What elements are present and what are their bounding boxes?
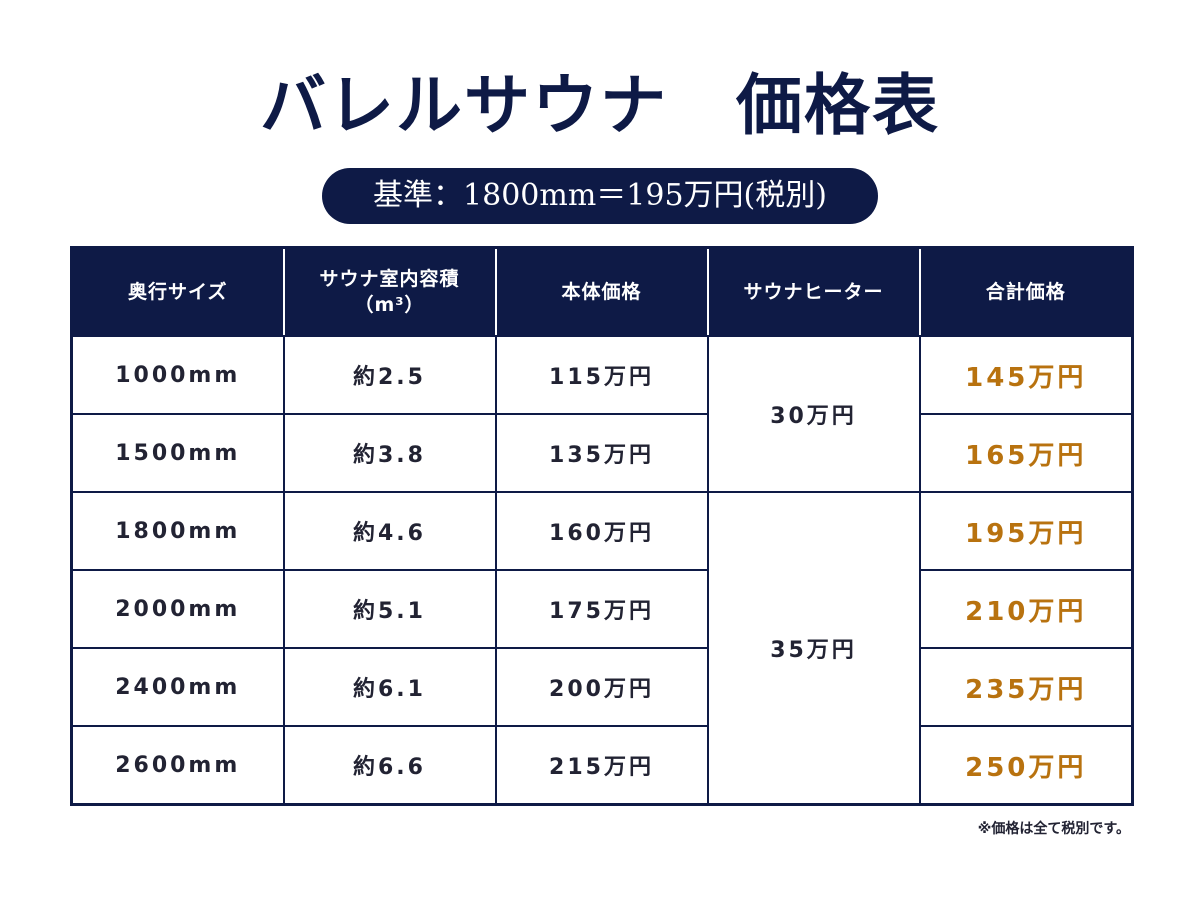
body-price-cell: 215万円 bbox=[494, 725, 709, 806]
header-depth: 奥行サイズ bbox=[70, 246, 285, 337]
body-price-cell: 200万円 bbox=[494, 647, 709, 727]
body-price-cell: 160万円 bbox=[494, 491, 709, 571]
tax-note: ※価格は全て税別です。 bbox=[977, 821, 1130, 837]
depth-cell: 1500mm bbox=[70, 413, 285, 493]
table-header-row: 奥行サイズ サウナ室内容積 （m³） 本体価格 サウナヒーター 合計価格 bbox=[70, 246, 1134, 337]
depth-cell: 2400mm bbox=[70, 647, 285, 727]
table-row: 2600mm 約6.6 215万円 250万円 bbox=[70, 725, 1134, 806]
volume-cell: 約6.6 bbox=[282, 725, 497, 806]
depth-cell: 2600mm bbox=[70, 725, 285, 806]
page-title: バレルサウナ 価格表 bbox=[260, 67, 940, 144]
depth-cell: 1800mm bbox=[70, 491, 285, 571]
header-total-price: 合計価格 bbox=[918, 246, 1134, 337]
table-row: 1000mm 約2.5 115万円 30万円 145万円 bbox=[70, 335, 1134, 493]
body-price-cell: 115万円 bbox=[494, 335, 709, 415]
total-price-cell: 210万円 bbox=[918, 569, 1134, 649]
table-row: 2000mm 約5.1 175万円 210万円 bbox=[70, 569, 1134, 649]
total-price-cell: 195万円 bbox=[918, 491, 1134, 571]
table-row: 1500mm 約3.8 135万円 165万円 bbox=[70, 413, 1134, 493]
header-body-price: 本体価格 bbox=[494, 246, 709, 337]
header-heater: サウナヒーター bbox=[706, 246, 921, 337]
volume-cell: 約2.5 bbox=[282, 335, 497, 415]
volume-cell: 約5.1 bbox=[282, 569, 497, 649]
total-price-cell: 145万円 bbox=[918, 335, 1134, 415]
depth-cell: 1000mm bbox=[70, 335, 285, 415]
body-price-cell: 135万円 bbox=[494, 413, 709, 493]
table-row: 1800mm 約4.6 160万円 35万円 195万円 bbox=[70, 491, 1134, 806]
header-volume: サウナ室内容積 （m³） bbox=[282, 246, 497, 337]
base-price-badge: 基準：1800mm＝195万円(税別) bbox=[322, 168, 878, 224]
volume-cell: 約6.1 bbox=[282, 647, 497, 727]
volume-cell: 約3.8 bbox=[282, 413, 497, 493]
heater-price-cell: 30万円 bbox=[706, 335, 921, 493]
total-price-cell: 250万円 bbox=[918, 725, 1134, 806]
depth-cell: 2000mm bbox=[70, 569, 285, 649]
table-row: 2400mm 約6.1 200万円 235万円 bbox=[70, 647, 1134, 727]
heater-price-cell: 35万円 bbox=[706, 491, 921, 806]
volume-cell: 約4.6 bbox=[282, 491, 497, 571]
body-price-cell: 175万円 bbox=[494, 569, 709, 649]
total-price-cell: 235万円 bbox=[918, 647, 1134, 727]
price-table: 奥行サイズ サウナ室内容積 （m³） 本体価格 サウナヒーター 合計価格 100… bbox=[70, 246, 1134, 806]
total-price-cell: 165万円 bbox=[918, 413, 1134, 493]
